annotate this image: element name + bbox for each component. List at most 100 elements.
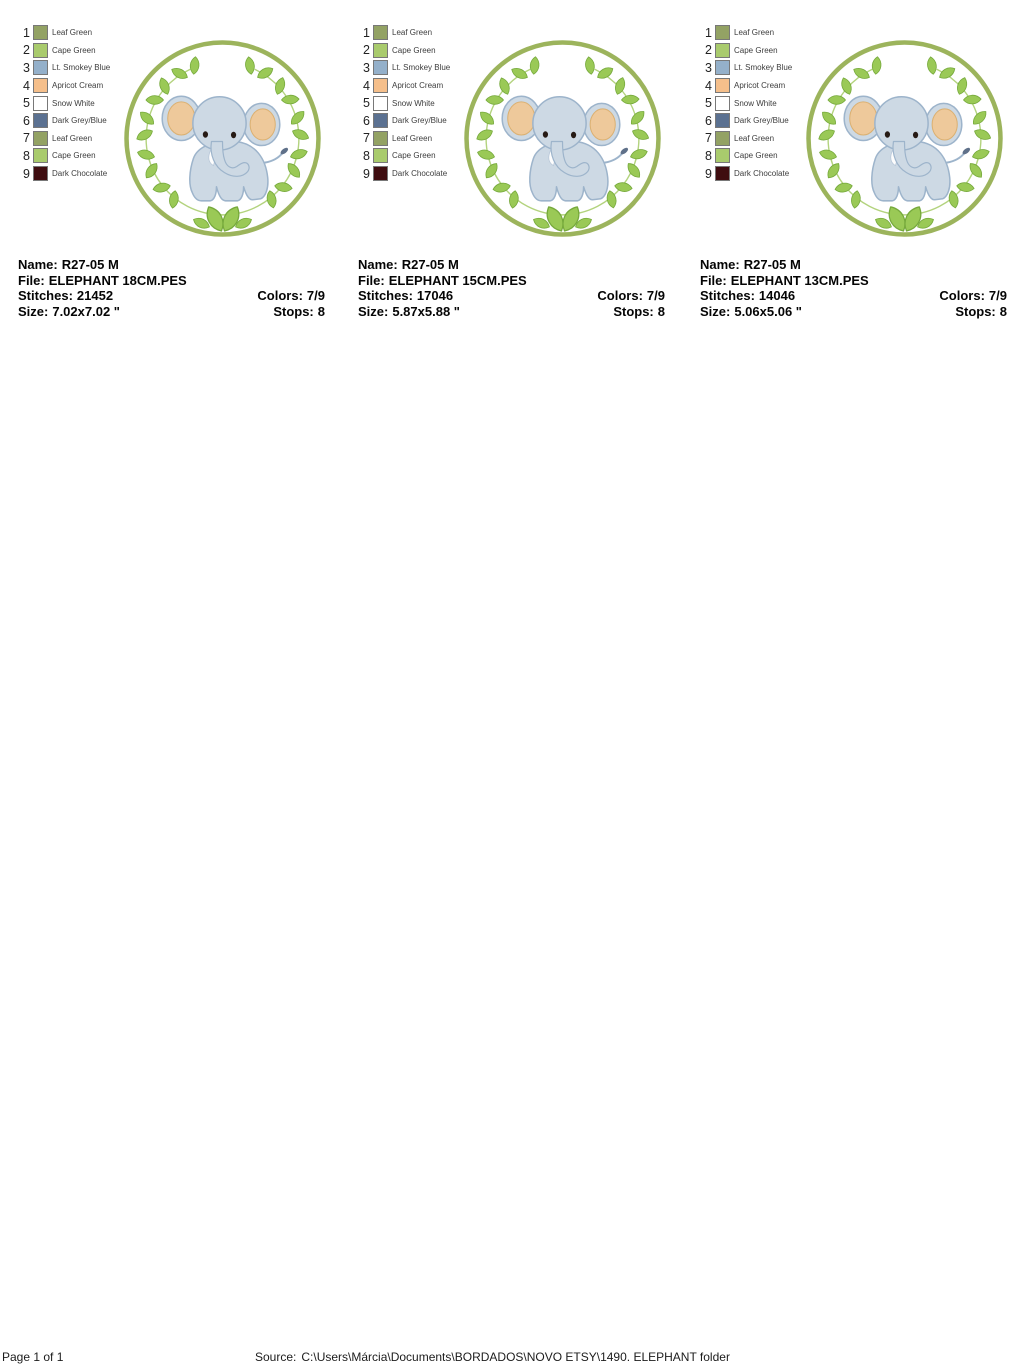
thread-color-swatch — [373, 78, 388, 94]
thread-number: 3 — [705, 60, 712, 75]
stitches-colors-row: Stitches: 21452 Colors: 7/9 — [18, 288, 325, 304]
size: Size: 5.87x5.88 " — [358, 304, 460, 320]
design-name-row: Name: R27-05 M — [700, 257, 1007, 273]
thread-number: 1 — [23, 25, 30, 40]
colors: Colors: 7/9 — [597, 288, 665, 304]
thread-color-swatch — [33, 95, 48, 111]
thread-color-row: 6 Dark Grey/Blue — [358, 112, 450, 130]
thread-color-row: 4 Apricot Cream — [700, 77, 792, 95]
thread-color-name: Snow White — [392, 98, 435, 108]
design-panel-18cm: 1 Leaf Green 2 Cape Green 3 Lt. Smokey Blue 4 A… — [18, 20, 344, 322]
thread-color-row: 4 Apricot Cream — [18, 77, 110, 95]
thread-color-name: Cape Green — [52, 151, 96, 161]
design-info: Name: R27-05 M File: ELEPHANT 13CM.PES Sti… — [700, 257, 1007, 319]
elephant-wreath-artwork — [809, 43, 1001, 235]
thread-color-name: Dark Grey/Blue — [734, 116, 789, 126]
thread-number: 6 — [705, 113, 712, 128]
thread-color-name: Snow White — [52, 98, 95, 108]
thread-number: 2 — [705, 43, 712, 58]
colors-label: Colors: — [939, 288, 985, 303]
thread-color-row: 6 Dark Grey/Blue — [18, 112, 110, 130]
thread-color-row: 7 Leaf Green — [18, 130, 110, 148]
size-value: 5.87x5.88 " — [392, 303, 460, 319]
size-label: Size: — [358, 303, 389, 319]
stitches-colors-row: Stitches: 14046 Colors: 7/9 — [700, 288, 1007, 304]
size: Size: 7.02x7.02 " — [18, 304, 120, 320]
thread-number: 8 — [23, 148, 30, 163]
thread-number: 8 — [705, 148, 712, 163]
stitches: Stitches: 21452 — [18, 288, 113, 304]
design-name: R27-05 M — [61, 257, 119, 272]
thread-color-swatch — [373, 130, 388, 146]
thread-color-name: Apricot Cream — [734, 81, 786, 91]
elephant-wreath-artwork — [127, 43, 319, 235]
thread-color-name: Apricot Cream — [392, 81, 444, 91]
thread-color-name: Leaf Green — [52, 28, 93, 38]
thread-color-row: 8 Cape Green — [700, 147, 792, 165]
thread-color-row: 2 Cape Green — [700, 42, 792, 60]
thread-color-swatch — [715, 78, 730, 94]
design-file: ELEPHANT 15CM.PES — [388, 272, 527, 288]
thread-color-name: Lt. Smokey Blue — [734, 63, 793, 73]
design-file-row: File: ELEPHANT 18CM.PES — [18, 273, 325, 289]
name-label: Name: — [700, 257, 740, 272]
thread-color-swatch — [33, 166, 48, 182]
thread-color-row: 5 Snow White — [358, 94, 450, 112]
thread-color-name: Leaf Green — [734, 28, 775, 38]
size-value: 5.06x5.06 " — [734, 303, 802, 319]
thread-color-swatch — [373, 166, 388, 182]
thread-color-name: Leaf Green — [392, 133, 433, 143]
stops: Stops: 8 — [955, 304, 1007, 320]
design-info: Name: R27-05 M File: ELEPHANT 15CM.PES Sti… — [358, 257, 665, 319]
design-panel-15cm: 1 Leaf Green 2 Cape Green 3 Lt. Smokey Blue 4 A… — [358, 20, 684, 322]
size-label: Size: — [700, 303, 731, 319]
thread-color-swatch — [373, 148, 388, 164]
thread-color-name: Dark Grey/Blue — [52, 116, 107, 126]
embroidery-design-preview — [462, 38, 663, 239]
thread-color-swatch — [715, 25, 730, 41]
thread-color-swatch — [33, 25, 48, 41]
stops-value: 8 — [999, 303, 1007, 319]
file-label: File: — [700, 272, 727, 288]
stitches-value: 21452 — [76, 288, 114, 303]
thread-color-row: 2 Cape Green — [358, 42, 450, 60]
thread-color-swatch — [33, 130, 48, 146]
stops-value: 8 — [657, 303, 665, 319]
colors-value: 7/9 — [306, 288, 325, 303]
stitches-label: Stitches: — [700, 288, 755, 303]
thread-color-swatch — [715, 148, 730, 164]
thread-color-name: Dark Chocolate — [734, 169, 790, 179]
thread-color-name: Dark Chocolate — [52, 169, 108, 179]
thread-color-row: 1 Leaf Green — [18, 24, 110, 42]
thread-number: 6 — [23, 113, 30, 128]
name-label: Name: — [18, 257, 58, 272]
thread-color-row: 7 Leaf Green — [358, 130, 450, 148]
thread-color-swatch — [373, 60, 388, 76]
thread-color-name: Cape Green — [734, 45, 778, 55]
thread-color-row: 1 Leaf Green — [358, 24, 450, 42]
page-number: Page 1 of 1 — [2, 1350, 64, 1364]
design-name-row: Name: R27-05 M — [358, 257, 665, 273]
thread-color-name: Cape Green — [392, 151, 436, 161]
size-label: Size: — [18, 303, 49, 319]
thread-color-swatch — [33, 60, 48, 76]
stitches: Stitches: 17046 — [358, 288, 453, 304]
thread-color-row: 4 Apricot Cream — [358, 77, 450, 95]
stops-value: 8 — [317, 303, 325, 319]
thread-color-name: Dark Chocolate — [392, 169, 448, 179]
design-name: R27-05 M — [743, 257, 801, 272]
thread-color-swatch — [33, 78, 48, 94]
thread-color-swatch — [373, 95, 388, 111]
thread-color-swatch — [715, 42, 730, 58]
stitches-label: Stitches: — [18, 288, 73, 303]
thread-color-swatch — [715, 60, 730, 76]
thread-color-legend: 1 Leaf Green 2 Cape Green 3 Lt. Smokey Blue 4 A… — [18, 24, 110, 182]
thread-color-name: Lt. Smokey Blue — [392, 63, 451, 73]
thread-color-name: Leaf Green — [734, 133, 775, 143]
thread-number: 7 — [705, 131, 712, 146]
size-stops-row: Size: 5.87x5.88 " Stops: 8 — [358, 304, 665, 320]
design-file: ELEPHANT 13CM.PES — [730, 272, 869, 288]
thread-color-name: Cape Green — [52, 45, 96, 55]
colors-label: Colors: — [597, 288, 643, 303]
design-file-row: File: ELEPHANT 13CM.PES — [700, 273, 1007, 289]
